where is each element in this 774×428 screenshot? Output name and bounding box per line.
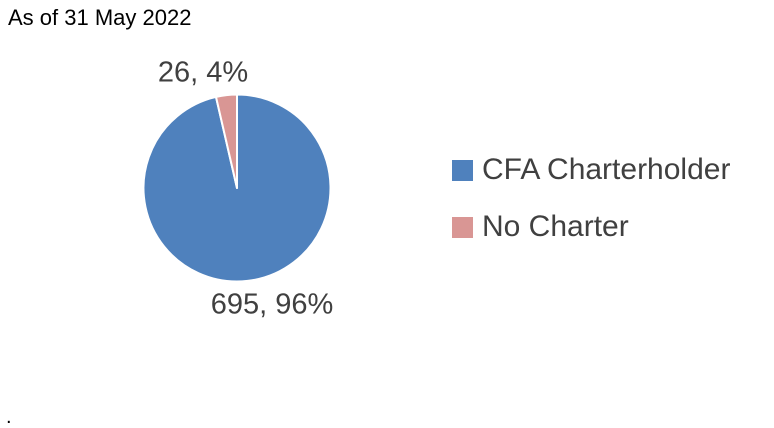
data-label-cfa-charterholder: 695, 96% xyxy=(210,288,334,321)
date-caption: As of 31 May 2022 xyxy=(8,5,192,30)
legend-item-no-charter: No Charter xyxy=(452,212,730,242)
legend-label-no-charter: No Charter xyxy=(482,210,629,243)
legend-label-cfa-charterholder: CFA Charterholder xyxy=(482,153,731,186)
stray-period: . xyxy=(6,406,12,428)
pie-slice-no-charter xyxy=(214,93,238,189)
data-label-no-charter: 26, 4% xyxy=(157,56,249,89)
chart-legend: CFA Charterholder No Charter xyxy=(452,155,730,242)
pie-chart xyxy=(142,93,332,283)
legend-swatch-cfa-charterholder-icon xyxy=(452,159,473,181)
legend-swatch-no-charter-icon xyxy=(452,216,473,238)
legend-item-cfa-charterholder: CFA Charterholder xyxy=(452,155,730,185)
